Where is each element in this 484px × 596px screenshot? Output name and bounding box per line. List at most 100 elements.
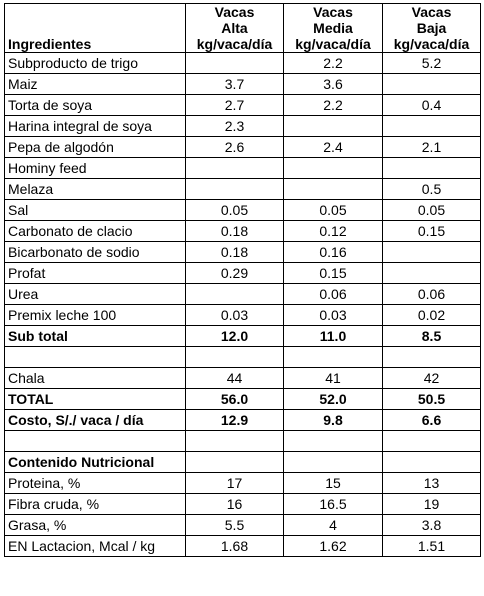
row-label: Maiz bbox=[4, 73, 186, 95]
value-alta: 0.18 bbox=[185, 241, 284, 263]
row-label: Sal bbox=[4, 199, 186, 221]
nutrition-row: Proteina, % 17 15 13 bbox=[4, 472, 481, 494]
row-label: Grasa, % bbox=[4, 514, 186, 536]
spacer-row bbox=[4, 346, 481, 368]
value-baja: 50.5 bbox=[382, 388, 481, 410]
value-media: 0.15 bbox=[283, 262, 383, 284]
empty-cell bbox=[382, 346, 481, 368]
value-alta: 2.3 bbox=[185, 115, 284, 137]
value-baja: 0.05 bbox=[382, 199, 481, 221]
ingredient-row: Bicarbonato de sodio 0.18 0.16 bbox=[4, 241, 481, 263]
value-alta: 0.03 bbox=[185, 304, 284, 326]
value-media: 0.03 bbox=[283, 304, 383, 326]
value-baja bbox=[382, 241, 481, 263]
empty-cell bbox=[382, 451, 481, 473]
row-label: Premix leche 100 bbox=[4, 304, 186, 326]
value-baja: 0.4 bbox=[382, 94, 481, 116]
empty-cell bbox=[185, 451, 284, 473]
row-label: Pepa de algodón bbox=[4, 136, 186, 158]
row-label: Costo, S/./ vaca / día bbox=[4, 409, 186, 431]
header-cell-blank bbox=[4, 20, 186, 36]
value-media: 52.0 bbox=[283, 388, 383, 410]
header-cell-blank bbox=[4, 3, 186, 20]
empty-cell bbox=[382, 430, 481, 452]
nutrition-row: Grasa, % 5.5 4 3.8 bbox=[4, 514, 481, 536]
ingredient-row: Sal 0.05 0.05 0.05 bbox=[4, 199, 481, 221]
ingredient-row: Urea 0.06 0.06 bbox=[4, 283, 481, 305]
row-label: Urea bbox=[4, 283, 186, 305]
ingredient-row: Profat 0.29 0.15 bbox=[4, 262, 481, 284]
value-baja: 19 bbox=[382, 493, 481, 515]
row-label: Subproducto de trigo bbox=[4, 52, 186, 74]
header-level-alta: Alta bbox=[185, 20, 284, 36]
ingredient-row: Maiz 3.7 3.6 bbox=[4, 73, 481, 95]
total-row: Chala 44 41 42 bbox=[4, 367, 481, 389]
row-label: Sub total bbox=[4, 325, 186, 347]
value-baja: 0.5 bbox=[382, 178, 481, 200]
value-media: 1.62 bbox=[283, 535, 383, 557]
header-vacas-baja: Vacas bbox=[382, 3, 481, 20]
value-baja: 8.5 bbox=[382, 325, 481, 347]
value-alta: 2.7 bbox=[185, 94, 284, 116]
ration-table: Vacas Vacas Vacas Alta Media Baja Ingred… bbox=[4, 3, 481, 557]
value-baja: 6.6 bbox=[382, 409, 481, 431]
header-row-level: Alta Media Baja bbox=[4, 20, 481, 36]
value-alta: 1.68 bbox=[185, 535, 284, 557]
value-baja: 13 bbox=[382, 472, 481, 494]
value-baja: 5.2 bbox=[382, 52, 481, 74]
value-alta: 12.0 bbox=[185, 325, 284, 347]
empty-cell bbox=[283, 346, 383, 368]
empty-cell bbox=[283, 451, 383, 473]
value-media: 11.0 bbox=[283, 325, 383, 347]
value-baja bbox=[382, 157, 481, 179]
empty-cell bbox=[185, 430, 284, 452]
value-alta: 0.29 bbox=[185, 262, 284, 284]
value-media: 15 bbox=[283, 472, 383, 494]
value-media: 0.12 bbox=[283, 220, 383, 242]
value-baja bbox=[382, 115, 481, 137]
value-baja: 1.51 bbox=[382, 535, 481, 557]
value-alta: 56.0 bbox=[185, 388, 284, 410]
row-label: TOTAL bbox=[4, 388, 186, 410]
header-level-media: Media bbox=[283, 20, 383, 36]
value-alta bbox=[185, 157, 284, 179]
ingredient-row: Melaza 0.5 bbox=[4, 178, 481, 200]
value-media: 0.06 bbox=[283, 283, 383, 305]
value-media: 2.4 bbox=[283, 136, 383, 158]
ration-table-body: Vacas Vacas Vacas Alta Media Baja Ingred… bbox=[4, 3, 481, 557]
ingredient-row: Hominy feed bbox=[4, 157, 481, 179]
ingredient-row: Subproducto de trigo 2.2 5.2 bbox=[4, 52, 481, 74]
value-media bbox=[283, 115, 383, 137]
value-baja: 0.15 bbox=[382, 220, 481, 242]
ingredient-row: Pepa de algodón 2.6 2.4 2.1 bbox=[4, 136, 481, 158]
ingredient-row: Carbonato de clacio 0.18 0.12 0.15 bbox=[4, 220, 481, 242]
nutrition-row: Fibra cruda, % 16 16.5 19 bbox=[4, 493, 481, 515]
row-label: Profat bbox=[4, 262, 186, 284]
value-baja bbox=[382, 73, 481, 95]
value-alta: 0.18 bbox=[185, 220, 284, 242]
value-media: 0.05 bbox=[283, 199, 383, 221]
row-label: Hominy feed bbox=[4, 157, 186, 179]
value-media bbox=[283, 178, 383, 200]
nutrition-row: EN Lactacion, Mcal / kg 1.68 1.62 1.51 bbox=[4, 535, 481, 557]
header-unit-alta: kg/vaca/día bbox=[185, 36, 284, 53]
value-media: 16.5 bbox=[283, 493, 383, 515]
value-alta bbox=[185, 52, 284, 74]
row-label: Harina integral de soya bbox=[4, 115, 186, 137]
value-media: 3.6 bbox=[283, 73, 383, 95]
total-row: Costo, S/./ vaca / día 12.9 9.8 6.6 bbox=[4, 409, 481, 431]
total-row: TOTAL 56.0 52.0 50.5 bbox=[4, 388, 481, 410]
value-media bbox=[283, 157, 383, 179]
nutrition-heading: Contenido Nutricional bbox=[4, 451, 186, 473]
header-row-units: Ingredientes kg/vaca/día kg/vaca/día kg/… bbox=[4, 36, 481, 53]
ingredient-row: Torta de soya 2.7 2.2 0.4 bbox=[4, 94, 481, 116]
value-alta bbox=[185, 283, 284, 305]
subtotal-row: Sub total 12.0 11.0 8.5 bbox=[4, 325, 481, 347]
spacer-row bbox=[4, 430, 481, 452]
empty-cell bbox=[185, 346, 284, 368]
empty-cell bbox=[4, 346, 186, 368]
row-label: Bicarbonato de sodio bbox=[4, 241, 186, 263]
row-label: Chala bbox=[4, 367, 186, 389]
header-level-baja: Baja bbox=[382, 20, 481, 36]
value-alta: 5.5 bbox=[185, 514, 284, 536]
